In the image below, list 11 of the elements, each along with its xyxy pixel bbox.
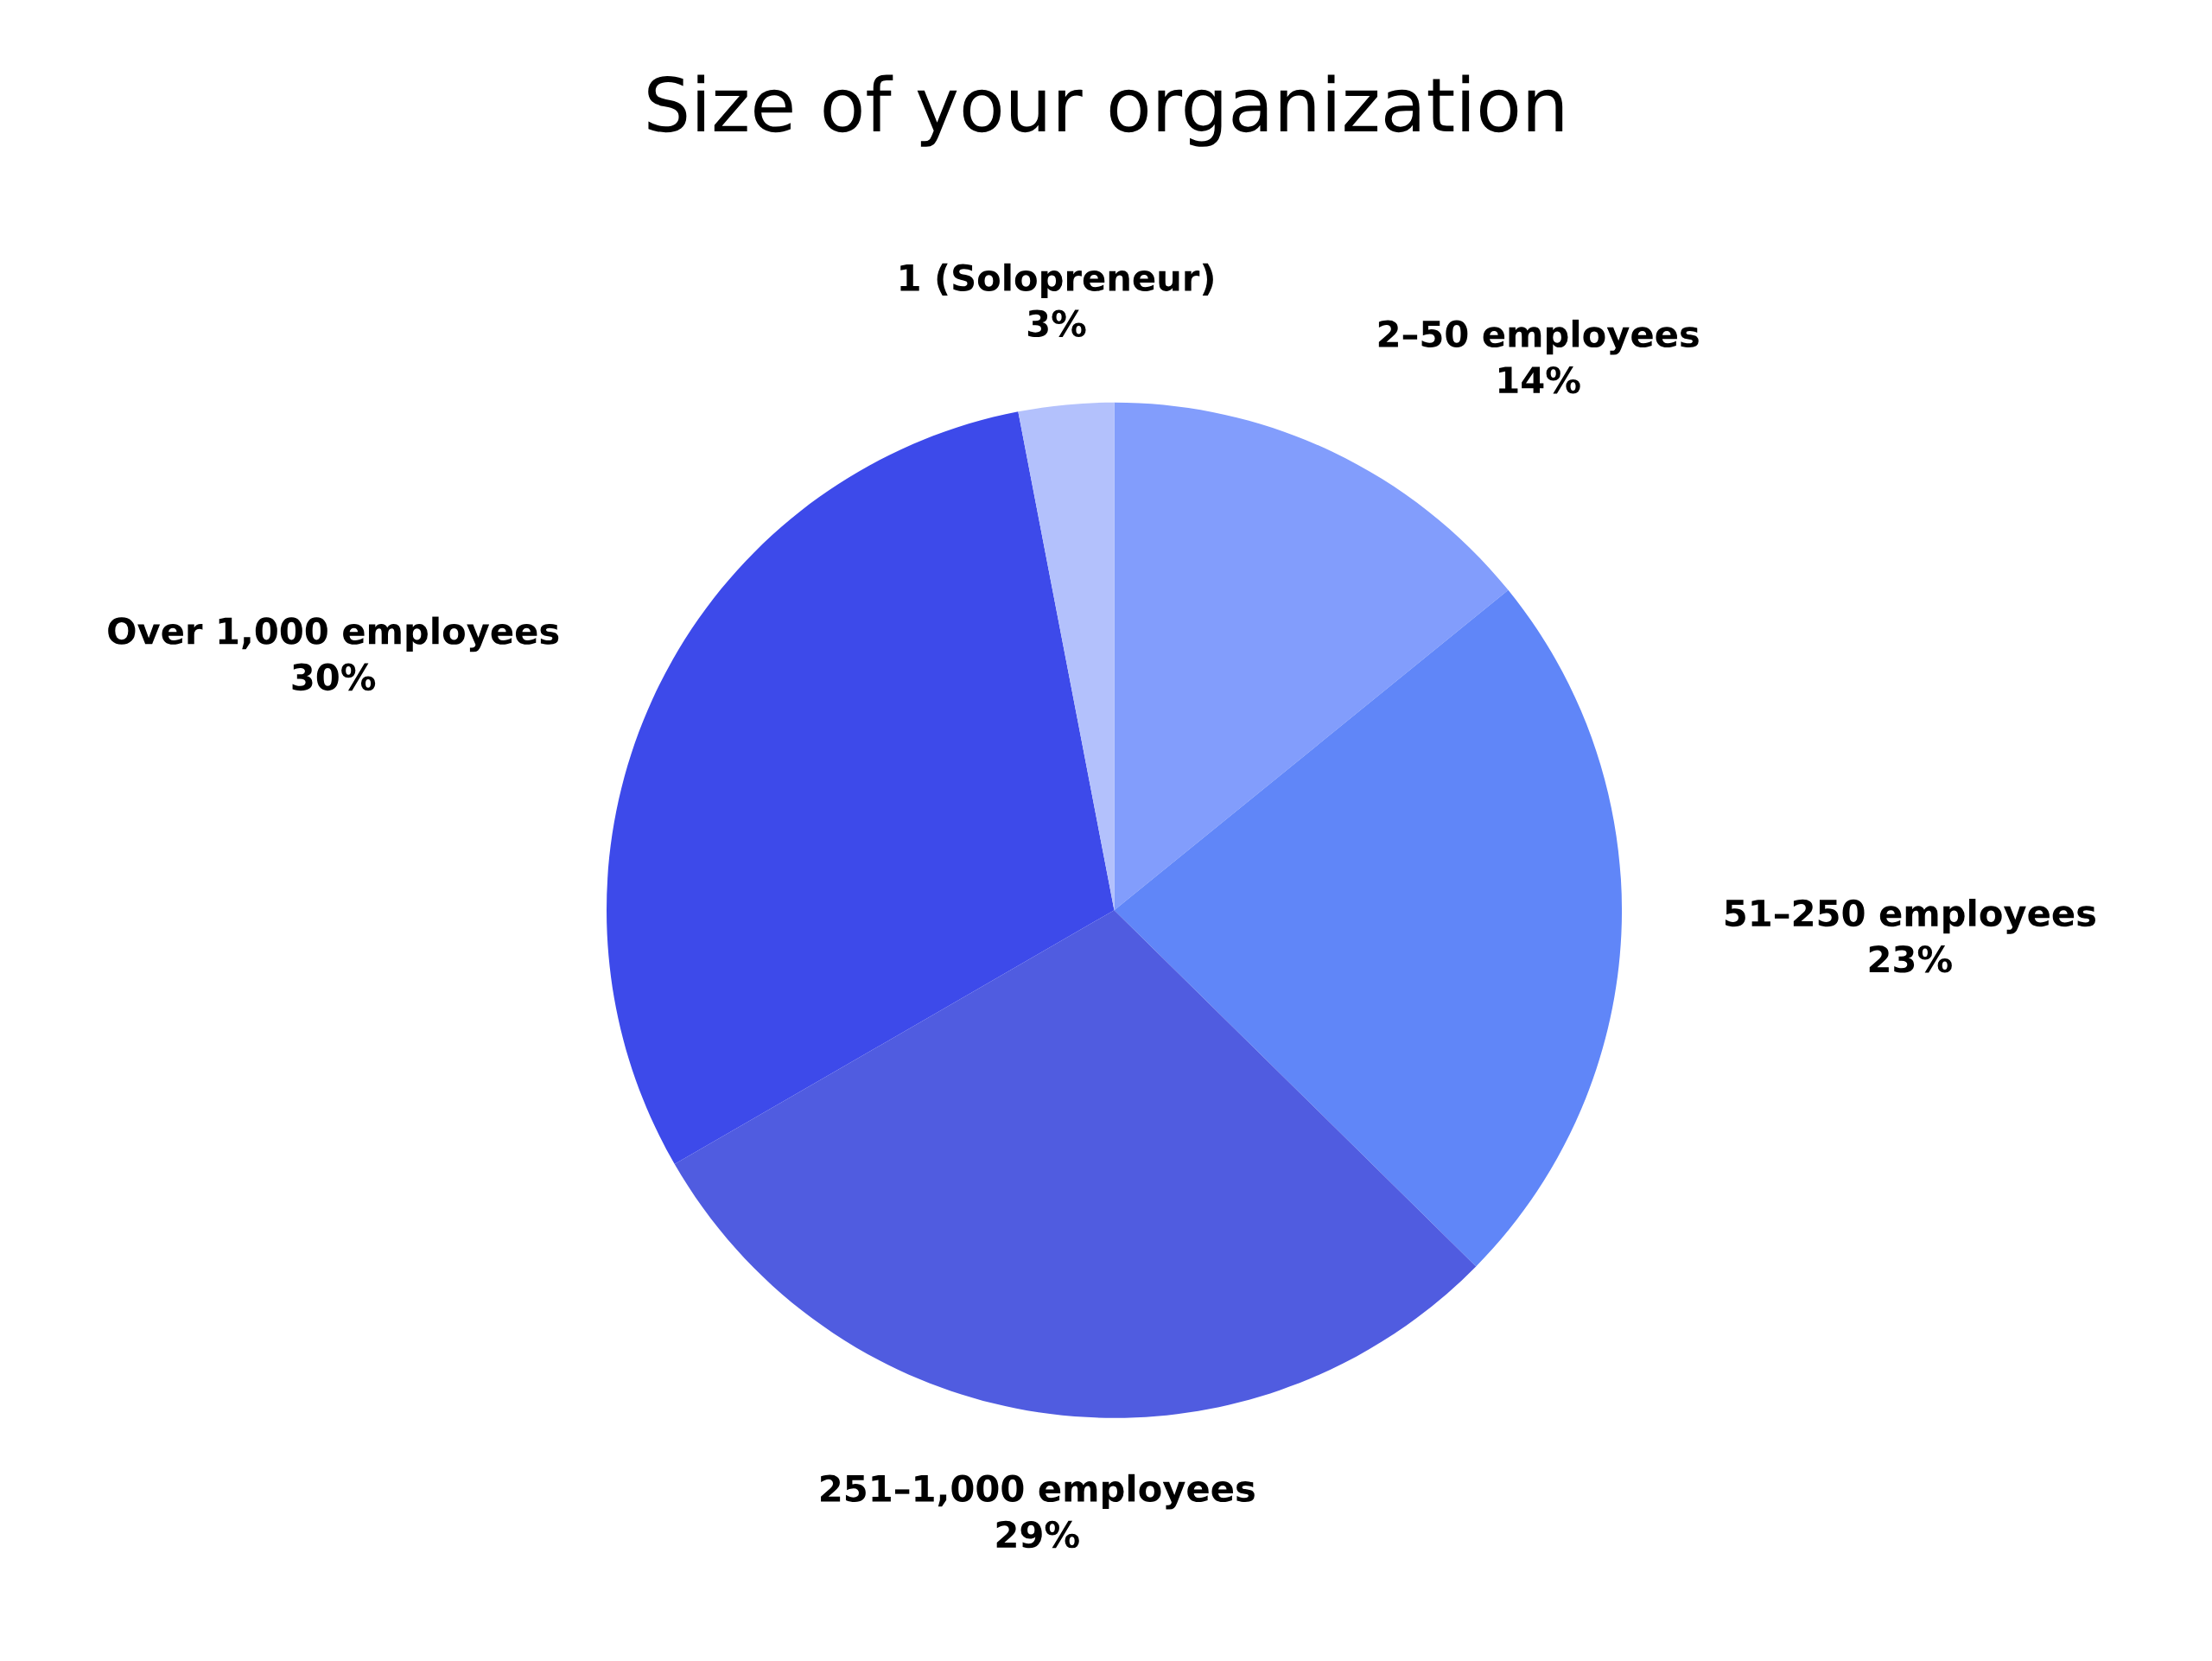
slice-label: 251–1,000 employees bbox=[821, 1473, 1255, 1510]
data-label: 23% bbox=[1869, 945, 1952, 973]
data-label: 14% bbox=[1498, 366, 1580, 394]
data-label: 3% bbox=[1027, 309, 1086, 338]
data-label: 29% bbox=[996, 1520, 1079, 1549]
slice-label: Over 1,000 employees bbox=[108, 616, 559, 652]
slice-label: 1 (Solopreneur) bbox=[900, 263, 1213, 299]
chart-title: Size of your organization bbox=[648, 74, 1563, 147]
slice-label: 2–50 employees bbox=[1378, 319, 1699, 355]
data-label: 30% bbox=[292, 663, 376, 691]
slice-label: 51–250 employees bbox=[1725, 898, 2095, 934]
